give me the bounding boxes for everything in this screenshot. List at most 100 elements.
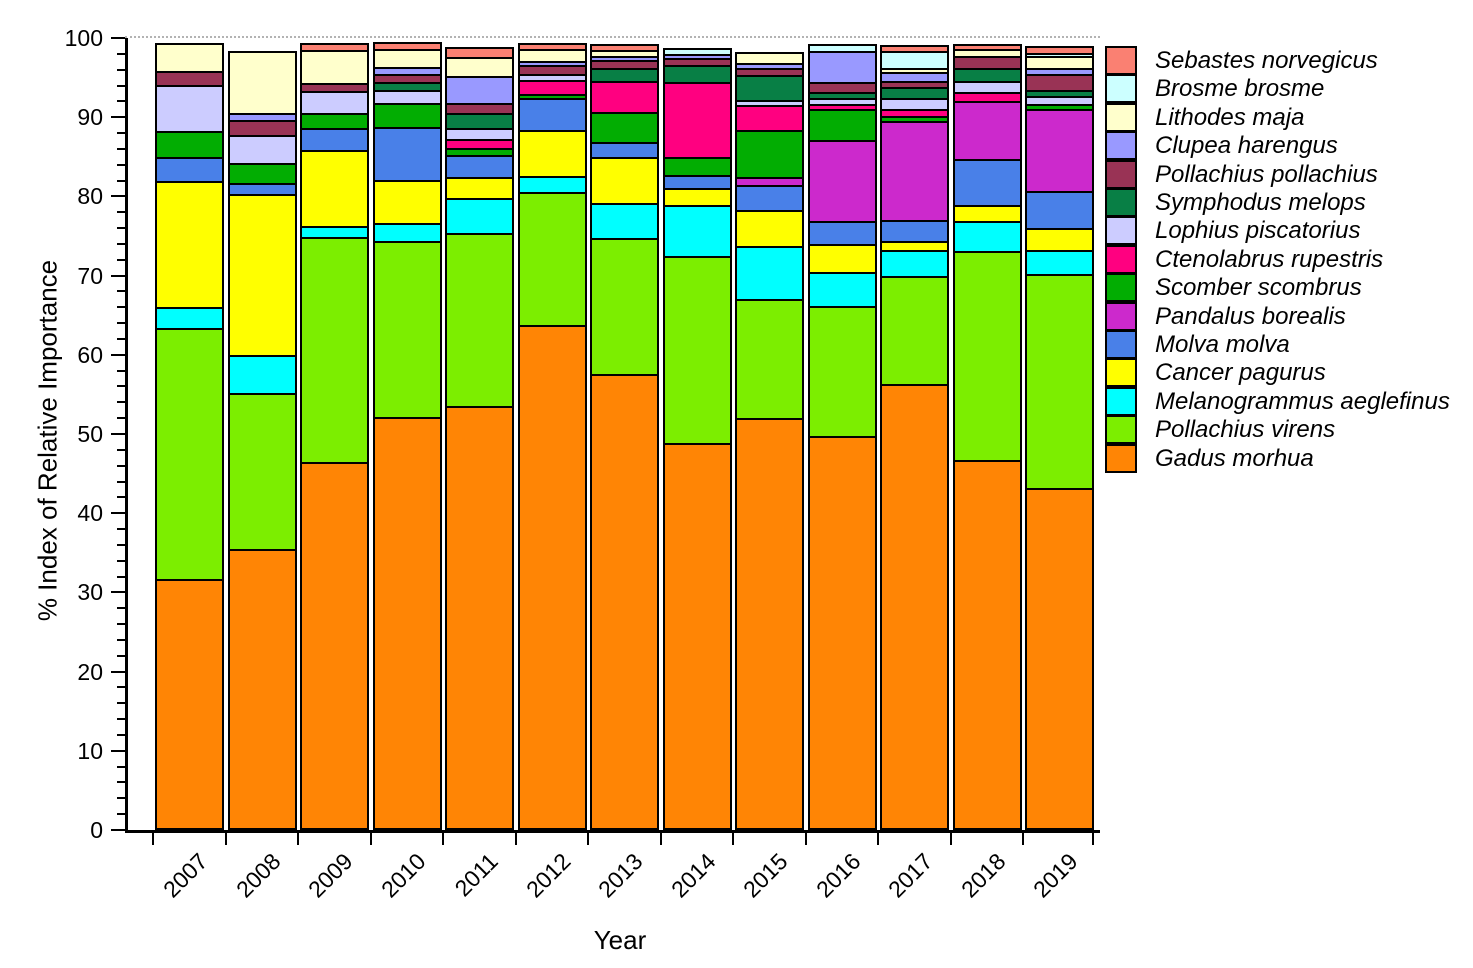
segment-gadus-morhua-2015 [737,418,802,829]
segment-clupea-harengus-2013 [592,55,657,60]
y-major-tick [111,749,125,752]
y-minor-tick [117,52,125,55]
segment-lophius-piscatorius-2010 [374,90,440,104]
segment-pollachius-virens-2015 [737,299,802,419]
bar-2017 [880,45,949,830]
x-tick [659,833,662,845]
segment-pollachius-pollachius-2012 [519,65,585,74]
segment-cancer-pagurus-2013 [592,156,657,204]
x-tick [152,833,154,845]
segment-pandalus-borealis-2019 [1027,108,1092,191]
segment-lophius-piscatorius-2015 [737,99,802,106]
y-minor-tick [117,227,125,230]
segment-pollachius-pollachius-2010 [374,73,440,82]
y-minor-tick [117,179,125,182]
bar-2014 [662,47,732,830]
legend-label: Brosme brosme [1155,75,1325,103]
x-tick-label-2009: 2009 [303,848,358,903]
segment-molva-molva-2017 [882,219,947,242]
x-tick [1091,833,1094,845]
segment-symphodus-melops-2011 [447,112,512,129]
y-minor-tick [117,654,125,657]
segment-pollachius-pollachius-2013 [592,59,657,69]
segment-clupea-harengus-2016 [809,51,875,82]
segment-pollachius-virens-2008 [229,393,295,550]
x-tick [224,833,227,845]
segment-lithodes-maja-2018 [954,49,1020,56]
x-tick [804,833,807,845]
y-minor-tick [117,337,125,340]
y-minor-tick [117,480,125,483]
y-tick-label-50: 50 [77,421,103,447]
y-major-tick [111,591,125,594]
segment-melanogrammus-aeglefinus-2009 [302,226,367,238]
segment-cancer-pagurus-2009 [302,149,367,226]
x-tick [442,833,444,845]
segment-cancer-pagurus-2014 [664,188,730,205]
y-minor-tick [117,623,125,626]
y-major-tick [111,512,125,515]
segment-gadus-morhua-2017 [882,383,947,829]
segment-sebastes-norvegicus-2010 [374,43,440,49]
legend-swatch-icon [1105,159,1137,189]
legend-swatch-icon [1105,330,1137,359]
y-minor-tick [117,448,125,451]
segment-pollachius-pollachius-2011 [447,103,512,113]
segment-pollachius-pollachius-2018 [954,55,1020,68]
y-minor-tick [117,306,125,309]
segment-cancer-pagurus-2011 [447,177,512,199]
y-tick-label-30: 30 [77,579,103,606]
segment-scomber-scombrus-2007 [157,130,222,158]
segment-scomber-scombrus-2015 [737,129,802,178]
segment-symphodus-melops-2019 [1027,90,1092,96]
legend-swatch-icon [1105,386,1137,416]
segment-pandalus-borealis-2017 [882,121,947,220]
x-tick [514,833,517,845]
segment-cancer-pagurus-2007 [157,181,222,308]
y-minor-tick [117,781,125,784]
segment-scomber-scombrus-2010 [374,103,440,127]
x-tick-label-2018: 2018 [955,848,1011,903]
bar-2012 [517,42,587,830]
y-minor-tick [117,290,125,293]
segment-gadus-morhua-2014 [664,442,730,828]
y-minor-tick [117,528,125,531]
y-minor-tick [117,718,125,721]
legend-label: Melanogrammus aeglefinus [1155,387,1450,415]
segment-lophius-piscatorius-2009 [302,91,367,114]
segment-pollachius-pollachius-2014 [664,58,730,66]
segment-lophius-piscatorius-2019 [1027,95,1092,104]
gridline-100pct [125,36,1100,38]
segment-brosme-brosme-2017 [882,51,947,69]
segment-gadus-morhua-2016 [809,436,875,828]
y-minor-tick [117,813,125,816]
legend-swatch-icon [1105,273,1137,303]
segment-cancer-pagurus-2012 [519,129,585,177]
segment-pollachius-virens-2018 [954,251,1020,461]
x-axis-title: Year [593,925,647,955]
segment-pollachius-pollachius-2007 [157,70,222,85]
y-major-tick [111,353,125,356]
segment-ctenolabrus-rupestris-2014 [664,81,730,157]
segment-lophius-piscatorius-2018 [954,81,1020,93]
legend-label: Cancer pagurus [1155,359,1326,387]
segment-lithodes-maja-2019 [1027,55,1092,69]
y-minor-tick [117,496,125,499]
y-minor-tick [117,638,125,641]
x-tick-label-2014: 2014 [665,848,721,903]
segment-scomber-scombrus-2013 [592,111,657,142]
y-major-tick [111,116,125,119]
segment-symphodus-melops-2016 [809,92,875,99]
x-tick [949,833,952,845]
y-tick-label-90: 90 [77,104,103,131]
x-tick [587,833,589,845]
segment-molva-molva-2008 [229,182,295,194]
legend-swatch-icon [1105,415,1137,445]
segment-molva-molva-2019 [1027,190,1092,228]
segment-melanogrammus-aeglefinus-2010 [374,222,440,241]
x-tick [877,833,879,845]
segment-melanogrammus-aeglefinus-2007 [157,307,222,329]
legend-label: Lophius piscatorius [1155,217,1361,245]
y-minor-tick [117,147,125,150]
segment-melanogrammus-aeglefinus-2015 [737,245,802,300]
